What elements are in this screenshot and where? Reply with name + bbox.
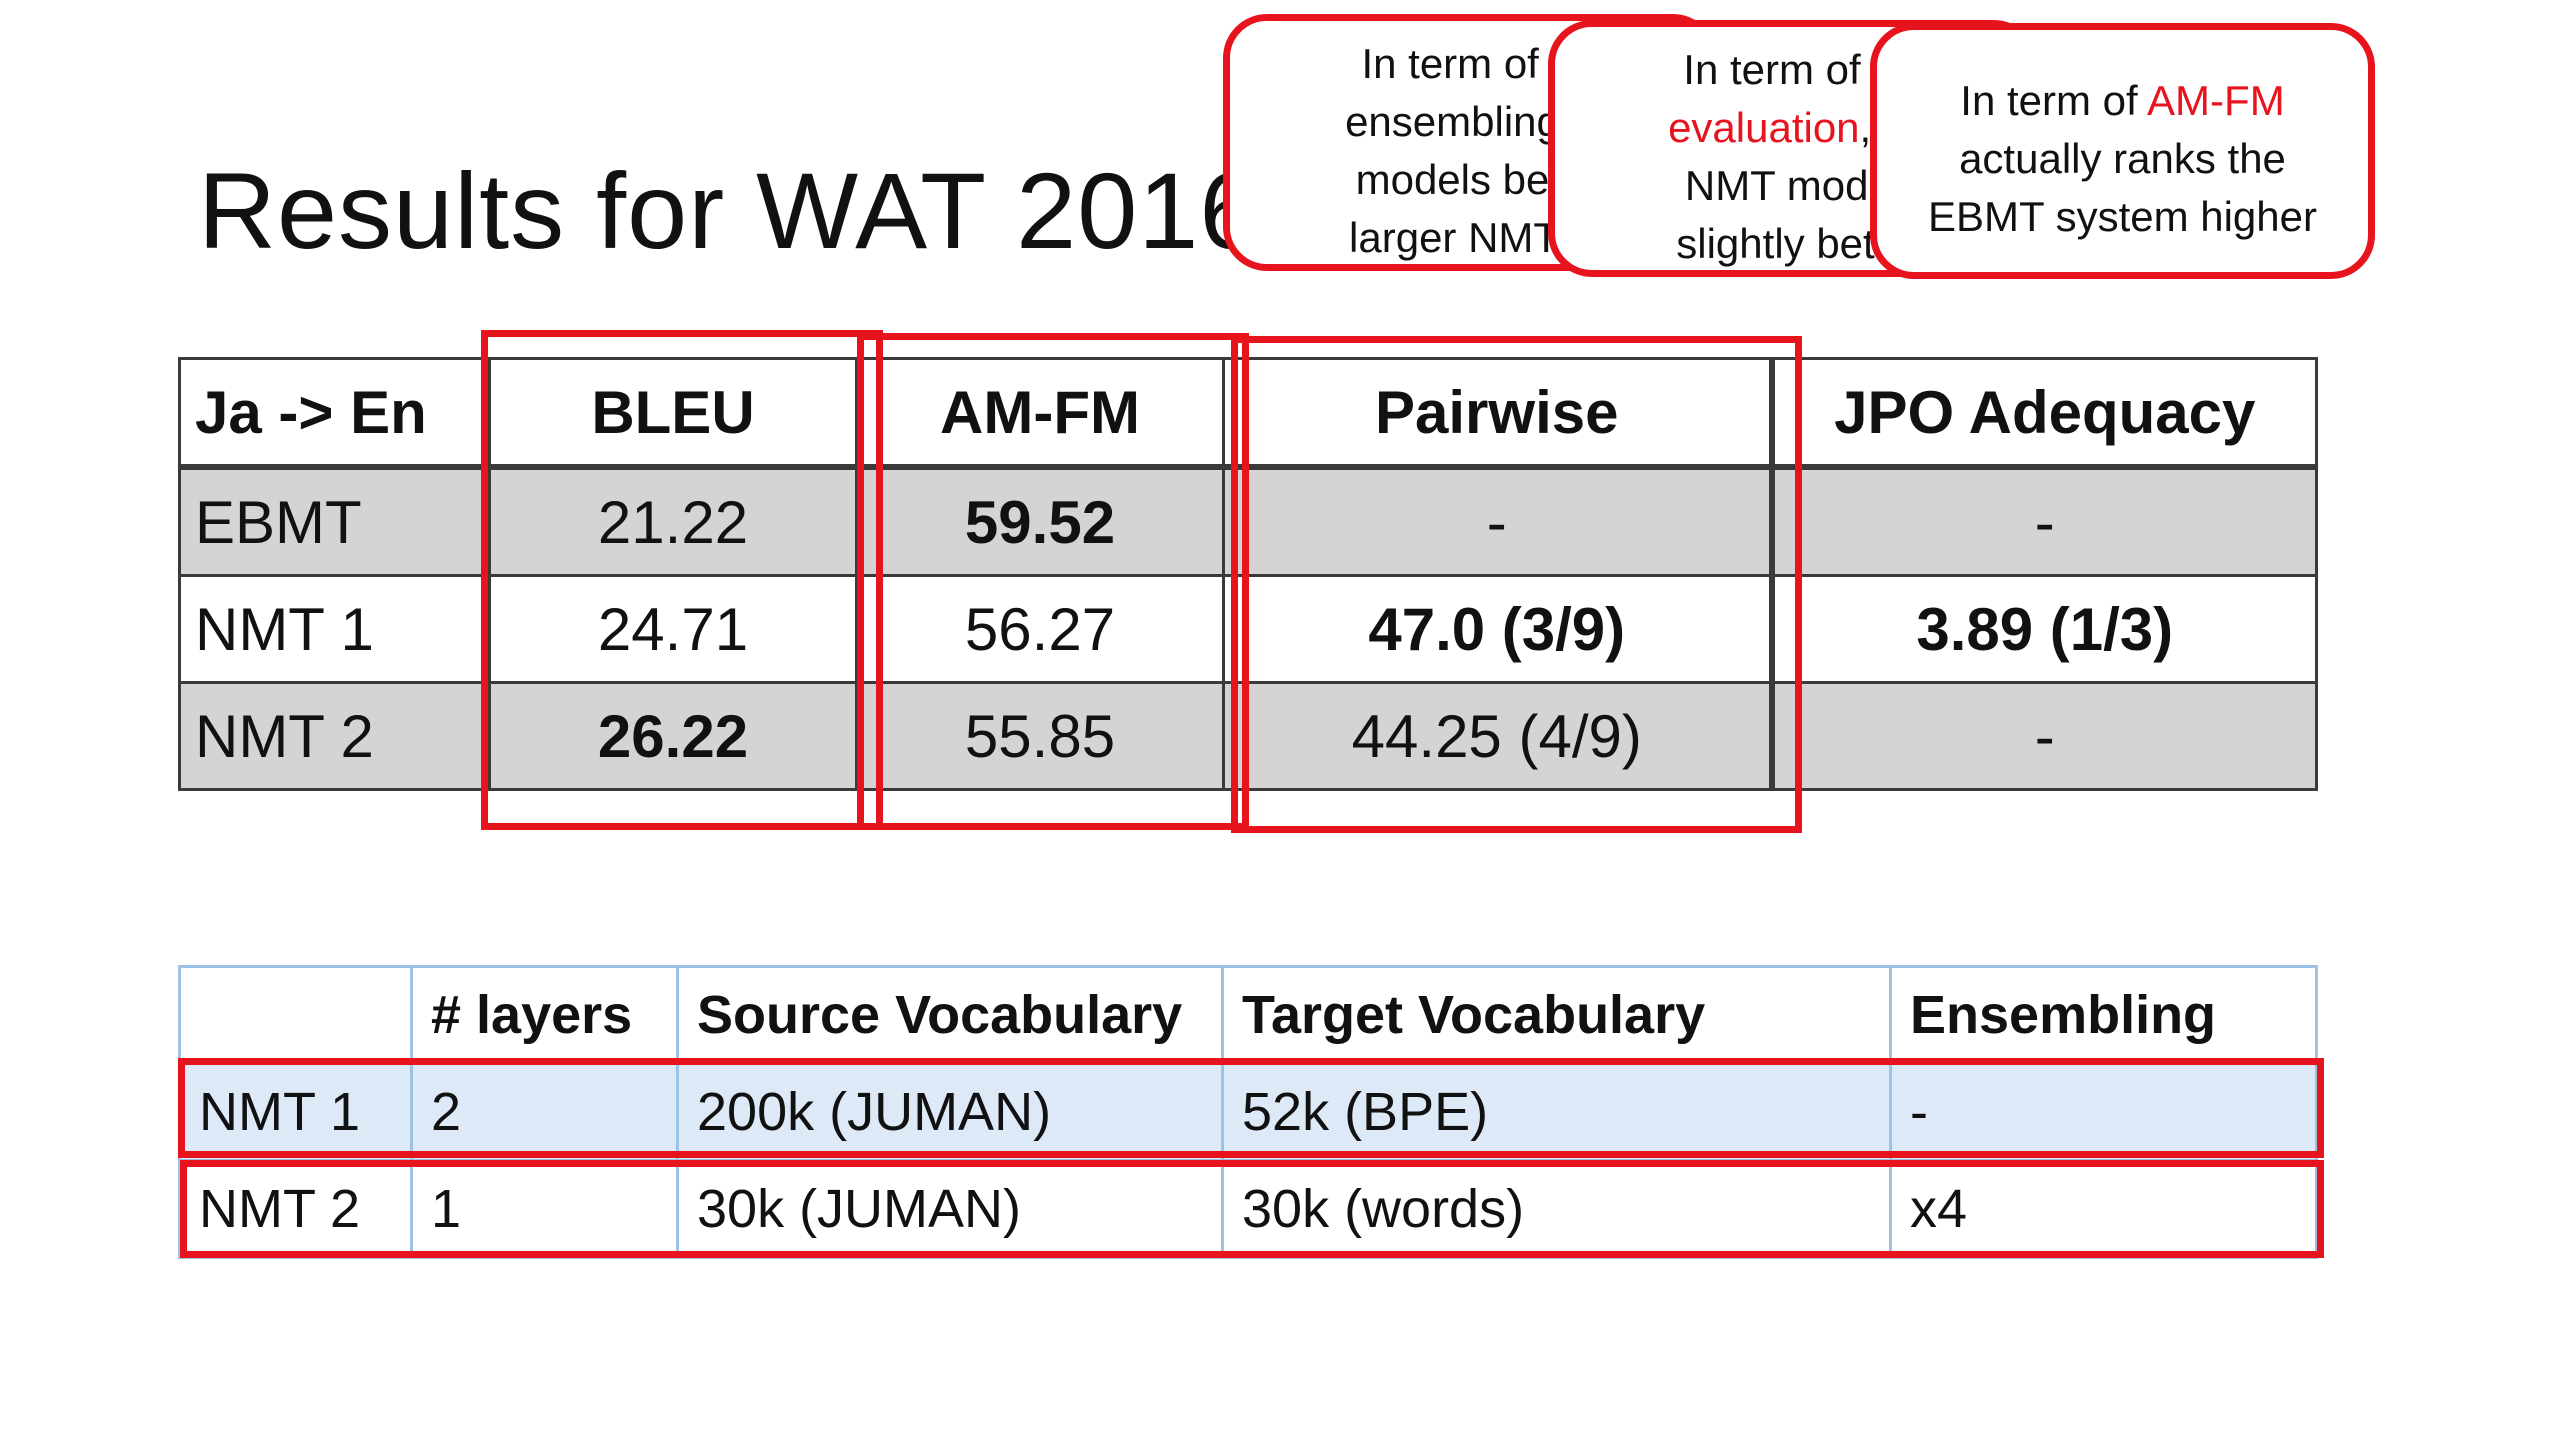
results-header-amfm: AM-FM [855,357,1225,470]
config-cell-source: 30k (JUMAN) [676,1159,1224,1259]
config-cell-system: NMT 1 [178,1062,413,1162]
results-cell-jpo: - [1770,681,2318,791]
results-header-direction: Ja -> En [178,357,491,470]
results-cell-jpo: - [1770,465,2318,577]
results-header-jpo: JPO Adequacy [1770,357,2318,470]
config-row-nmt2: NMT 2 1 30k (JUMAN) 30k (words) x4 [178,1159,2318,1259]
results-cell-jpo: 3.89 (1/3) [1770,574,2318,684]
config-cell-ensembling: - [1889,1062,2318,1162]
results-header-bleu: BLEU [488,357,858,470]
config-header-layers: # layers [410,965,679,1065]
callout-bleu-line-3: models beat [1355,156,1585,203]
results-cell-pairwise: - [1222,465,1775,577]
results-cell-amfm: 59.52 [855,465,1225,577]
results-cell-system: EBMT [178,465,491,577]
config-row-nmt1: NMT 1 2 200k (JUMAN) 52k (BPE) - [178,1062,2318,1162]
results-row-ebmt: EBMT 21.22 59.52 - - [178,465,2318,577]
config-header-row: # layers Source Vocabulary Target Vocabu… [178,965,2318,1065]
results-row-nmt1: NMT 1 24.71 56.27 47.0 (3/9) 3.89 (1/3) [178,574,2318,684]
config-cell-target: 30k (words) [1221,1159,1892,1259]
config-header-target-vocab: Target Vocabulary [1221,965,1892,1065]
callout-human-line-3: NMT model [1684,162,1902,209]
config-cell-ensembling: x4 [1889,1159,2318,1259]
results-cell-bleu: 24.71 [488,574,858,684]
results-cell-system: NMT 1 [178,574,491,684]
results-cell-pairwise: 47.0 (3/9) [1222,574,1775,684]
results-row-nmt2: NMT 2 26.22 55.85 44.25 (4/9) - [178,681,2318,791]
results-cell-bleu: 21.22 [488,465,858,577]
results-cell-system: NMT 2 [178,681,491,791]
config-header-system [178,965,413,1065]
callout-amfm: In term of AM-FM actually ranks the EBMT… [1870,23,2375,279]
results-header-pairwise: Pairwise [1222,357,1775,470]
results-header-row: Ja -> En BLEU AM-FM Pairwise JPO Adequac… [178,357,2318,470]
config-cell-layers: 2 [410,1062,679,1162]
results-table: Ja -> En BLEU AM-FM Pairwise JPO Adequac… [178,357,2318,791]
results-cell-amfm: 55.85 [855,681,1225,791]
results-cell-pairwise: 44.25 (4/9) [1222,681,1775,791]
callout-amfm-line-2: actually ranks the [1959,135,2286,182]
slide-title: Results for WAT 2016 [198,150,1261,271]
config-header-source-vocab: Source Vocabulary [676,965,1224,1065]
results-cell-bleu: 26.22 [488,681,858,791]
config-cell-target: 52k (BPE) [1221,1062,1892,1162]
config-cell-system: NMT 2 [178,1159,413,1259]
callout-amfm-line-3: EBMT system higher [1927,193,2317,240]
config-header-ensembling: Ensembling [1889,965,2318,1065]
config-cell-layers: 1 [410,1159,679,1259]
config-table: # layers Source Vocabulary Target Vocabu… [178,965,2318,1259]
config-cell-source: 200k (JUMAN) [676,1062,1224,1162]
callout-amfm-line-1: In term of AM-FM [1960,77,2285,124]
results-cell-amfm: 56.27 [855,574,1225,684]
